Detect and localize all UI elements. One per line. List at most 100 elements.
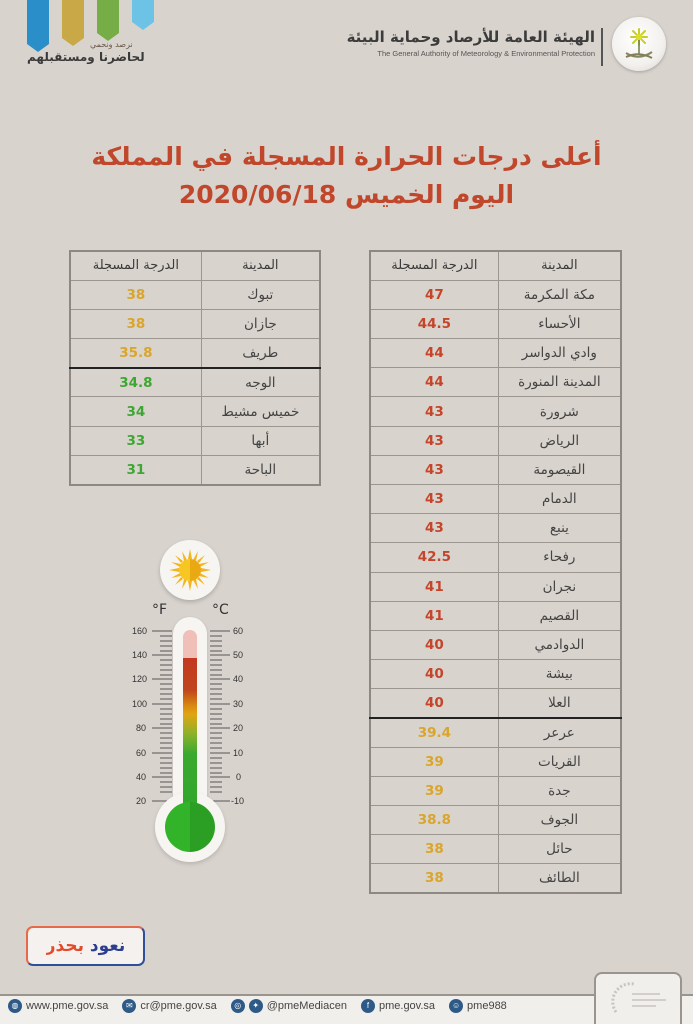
snapchat-link[interactable]: pme988 [467, 1000, 507, 1012]
city-name: الوجه [200, 366, 321, 398]
table-row: رفحاء 42.5 [369, 542, 622, 573]
temperature-value: 44 [369, 367, 499, 398]
city-name: رفحاء [497, 542, 622, 573]
city-name: تبوك [200, 279, 321, 310]
column-header-city: المدينة [497, 250, 622, 281]
city-name: خميس مشيط [200, 396, 321, 427]
page-title: أعلى درجات الحرارة المسجلة في المملكة [91, 142, 602, 171]
table-row: جازان 38 [69, 308, 321, 340]
temperature-table-primary: المدينة الدرجة المسجلة مكة المكرمة 47 الأح… [369, 250, 622, 895]
temperature-table-secondary: المدينة الدرجة المسجلة تبوك 38 جازان 38 طريف… [69, 250, 321, 486]
table-row: حائل 38 [369, 834, 622, 865]
temperature-value: 47 [369, 279, 499, 310]
city-name: الدمام [497, 483, 622, 515]
c-scale-label: 20 [233, 723, 244, 733]
column-header-city: المدينة [200, 250, 321, 281]
authority-name-english: The General Authority of Meteorology & E… [377, 49, 595, 58]
f-scale-label: 80 [136, 723, 147, 733]
table-row: المدينة المنورة 44 [369, 367, 622, 398]
table-row: العلا 40 [369, 688, 622, 719]
temperature-value: 40 [369, 629, 499, 661]
temperature-value: 44 [369, 338, 499, 369]
table-row: نجران 41 [369, 571, 622, 602]
f-scale-label: 160 [132, 626, 148, 636]
city-name: الرياض [497, 425, 622, 456]
c-scale-label: 40 [233, 674, 244, 684]
footer-website[interactable]: ◍ www.pme.gov.sa [8, 999, 108, 1013]
slogan-small: نرصد ونحمي [90, 40, 133, 49]
watermark-logo-icon [611, 982, 666, 1013]
table-row: الأحساء 44.5 [369, 308, 622, 340]
campaign-logo: نعود بحذر [26, 926, 145, 966]
footer-snapchat[interactable]: ☺ pme988 [449, 999, 507, 1013]
table-row: الباحة 31 [69, 454, 321, 486]
column-header-temperature: الدرجة المسجلة [69, 250, 202, 281]
temperature-value: 40 [369, 659, 499, 690]
footer-email[interactable]: ✉ cr@pme.gov.sa [122, 999, 217, 1013]
globe-icon: ◍ [8, 999, 22, 1013]
header-divider [601, 28, 603, 66]
table-row: الوجه 34.8 [69, 366, 321, 398]
email-link[interactable]: cr@pme.gov.sa [140, 1000, 217, 1012]
table-row: القصيم 41 [369, 600, 622, 631]
c-scale-label: 50 [233, 650, 244, 660]
footer-social[interactable]: ◎ ✦ @pmeMediacen [230, 999, 347, 1013]
social-handle-link[interactable]: @pmeMediacen [266, 1000, 347, 1012]
facebook-icon: f [360, 999, 375, 1013]
city-name: نجران [497, 571, 622, 602]
table-row: شرورة 43 [369, 396, 622, 427]
thermometer-illustration: °F °C 160 140 120 100 80 60 40 20 60 50 … [120, 530, 270, 880]
city-name: ينبع [497, 513, 622, 544]
temperature-value: 31 [69, 454, 202, 486]
temperature-value: 34 [69, 396, 202, 427]
city-name: القريات [497, 746, 622, 777]
c-scale-label: 10 [233, 748, 244, 758]
fahrenheit-ticks [152, 630, 172, 802]
table-row: القريات 39 [369, 746, 622, 777]
f-scale-label: 120 [132, 674, 148, 684]
footer [0, 994, 693, 1024]
table-row: بيشة 40 [369, 659, 622, 690]
sky-banner-icon [132, 0, 154, 30]
thermometer-mercury [183, 630, 197, 830]
f-scale-label: 20 [136, 796, 147, 806]
temperature-value: 41 [369, 600, 499, 631]
city-name: الأحساء [497, 308, 622, 340]
green-banner-icon [97, 0, 119, 41]
page-subtitle-date: اليوم الخميس 2020/06/18 [178, 180, 515, 209]
website-link[interactable]: www.pme.gov.sa [26, 1000, 109, 1012]
city-name: أبها [200, 425, 321, 456]
table-row: تبوك 38 [69, 279, 321, 310]
city-name: مكة المكرمة [497, 279, 622, 310]
sand-banner-icon [62, 0, 84, 46]
table-row: ينبع 43 [369, 513, 622, 544]
city-name: الباحة [200, 454, 321, 486]
temperature-value: 40 [369, 688, 499, 719]
table-row: خميس مشيط 34 [69, 396, 321, 427]
temperature-value: 43 [369, 396, 499, 427]
footer-facebook[interactable]: f pme.gov.sa [360, 999, 436, 1013]
city-name: وادي الدواسر [497, 338, 622, 369]
snapchat-icon: ☺ [449, 999, 464, 1013]
f-scale-label: 60 [136, 748, 147, 758]
temperature-value: 41 [369, 571, 499, 602]
twitter-icon: ✦ [248, 999, 263, 1013]
facebook-link[interactable]: pme.gov.sa [378, 1000, 436, 1012]
table-row: الدوادمي 40 [369, 629, 622, 661]
city-name: الطائف [497, 863, 622, 894]
celsius-unit-label: °C [212, 602, 229, 618]
city-name: الدوادمي [497, 629, 622, 661]
blue-water-banner-icon [27, 0, 49, 52]
table-row: طريف 35.8 [69, 338, 321, 369]
f-scale-label: 40 [136, 772, 147, 782]
thermometer-bulb-fill [165, 802, 215, 852]
slogan-main: لحاضرنا ومستقبلهم [27, 50, 145, 64]
sun-icon [160, 540, 220, 600]
fahrenheit-unit-label: °F [152, 602, 168, 618]
table-row: الدمام 43 [369, 483, 622, 515]
footer-watermark-tab [594, 972, 682, 1024]
city-name: جدة [497, 775, 622, 807]
temperature-value: 43 [369, 454, 499, 486]
city-name: حائل [497, 834, 622, 865]
city-name: القصيم [497, 600, 622, 631]
